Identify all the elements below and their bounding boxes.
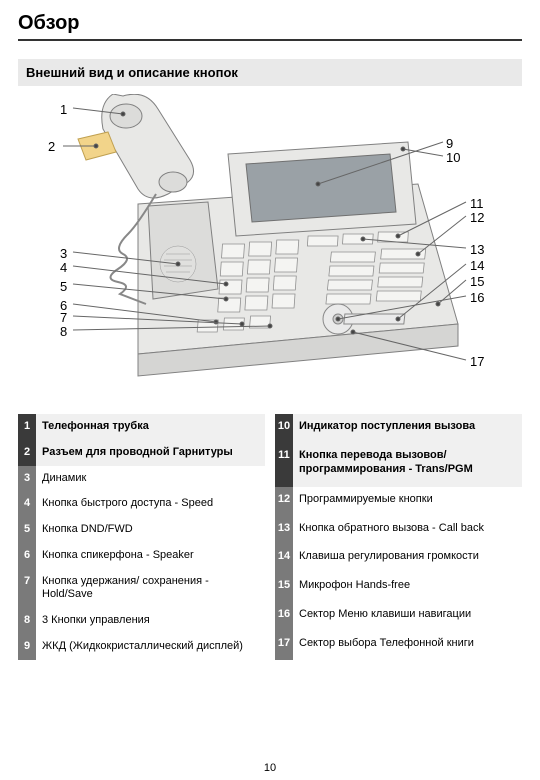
legend-desc: Индикатор поступления вызова (293, 414, 522, 443)
legend-row: 12Программируемые кнопки (275, 487, 522, 516)
legend-desc: Телефонная трубка (36, 414, 265, 440)
legend-num: 16 (275, 602, 293, 631)
legend-row: 1Телефонная трубка (18, 414, 265, 440)
legend-desc: Сектор выбора Телефонной книги (293, 631, 522, 660)
legend-num: 17 (275, 631, 293, 660)
page-number: 10 (0, 762, 540, 774)
legend-row: 15Микрофон Hands-free (275, 573, 522, 602)
legend-desc: Программируемые кнопки (293, 487, 522, 516)
legend-num: 2 (18, 440, 36, 466)
legend-row: 9ЖКД (Жидко­кристаллический дисплей) (18, 634, 265, 660)
legend-num: 9 (18, 634, 36, 660)
callout-5: 5 (60, 279, 67, 294)
legend-desc: Микрофон Hands-free (293, 573, 522, 602)
legend-desc: Кнопка DND/FWD (36, 517, 265, 543)
callout-17: 17 (470, 354, 484, 369)
legend-num: 14 (275, 544, 293, 573)
legend-row: 11Кнопка перевода вызовов/ программирова… (275, 443, 522, 487)
legend-desc: Кнопка обратного вызова - Call back (293, 516, 522, 545)
legend-desc: ЖКД (Жидко­кристаллический дисплей) (36, 634, 265, 660)
callout-1: 1 (60, 102, 67, 117)
legend-num: 11 (275, 443, 293, 487)
legend-tables: 1Телефонная трубка2Разъем для проводной … (18, 414, 522, 660)
callout-8: 8 (60, 324, 67, 339)
legend-desc: Кнопка перевода вызовов/ программировани… (293, 443, 522, 487)
callout-3: 3 (60, 246, 67, 261)
legend-desc: Разъем для проводной Гарнитуры (36, 440, 265, 466)
legend-num: 6 (18, 543, 36, 569)
callout-4: 4 (60, 260, 67, 275)
legend-num: 3 (18, 466, 36, 492)
legend-num: 8 (18, 608, 36, 634)
callout-14: 14 (470, 258, 484, 273)
legend-num: 10 (275, 414, 293, 443)
legend-num: 7 (18, 569, 36, 609)
legend-table-left: 1Телефонная трубка2Разъем для проводной … (18, 414, 265, 660)
legend-desc: Кнопка спикерфона - Speaker (36, 543, 265, 569)
legend-num: 1 (18, 414, 36, 440)
legend-desc: 3 Кнопки управления (36, 608, 265, 634)
legend-row: 13Кнопка обратного вызова - Call back (275, 516, 522, 545)
legend-row: 5Кнопка DND/FWD (18, 517, 265, 543)
callout-10: 10 (446, 150, 460, 165)
legend-row: 4Кнопка быстрого доступа - Speed (18, 491, 265, 517)
legend-num: 5 (18, 517, 36, 543)
callout-15: 15 (470, 274, 484, 289)
legend-desc: Кнопка удержания/ сохранения - Hold/Save (36, 569, 265, 609)
legend-row: 10Индикатор поступления вызова (275, 414, 522, 443)
legend-desc: Сектор Меню клавиши навигации (293, 602, 522, 631)
callout-12: 12 (470, 210, 484, 225)
callout-13: 13 (470, 242, 484, 257)
legend-row: 16Сектор Меню клавиши навигации (275, 602, 522, 631)
legend-num: 4 (18, 491, 36, 517)
legend-num: 15 (275, 573, 293, 602)
legend-table-right: 10Индикатор поступления вызова11Кнопка п… (275, 414, 522, 660)
legend-num: 13 (275, 516, 293, 545)
legend-row: 6Кнопка спикерфона - Speaker (18, 543, 265, 569)
legend-desc: Клавиша регулирования громкости (293, 544, 522, 573)
section-subtitle: Внешний вид и описание кнопок (18, 59, 522, 86)
callout-9: 9 (446, 136, 453, 151)
phone-diagram: 1234567891011121314151617 (18, 94, 522, 404)
callout-7: 7 (60, 310, 67, 325)
legend-desc: Динамик (36, 466, 265, 492)
callout-11: 11 (470, 196, 484, 211)
legend-row: 2Разъем для проводной Гарнитуры (18, 440, 265, 466)
page-title: Обзор (18, 12, 522, 41)
legend-row: 14Клавиша регулирования громкости (275, 544, 522, 573)
legend-row: 17Сектор выбора Телефонной книги (275, 631, 522, 660)
legend-num: 12 (275, 487, 293, 516)
legend-row: 3Динамик (18, 466, 265, 492)
legend-row: 7Кнопка удержания/ сохранения - Hold/Sav… (18, 569, 265, 609)
legend-desc: Кнопка быстрого доступа - Speed (36, 491, 265, 517)
callout-16: 16 (470, 290, 484, 305)
legend-row: 83 Кнопки управления (18, 608, 265, 634)
callout-2: 2 (48, 139, 55, 154)
